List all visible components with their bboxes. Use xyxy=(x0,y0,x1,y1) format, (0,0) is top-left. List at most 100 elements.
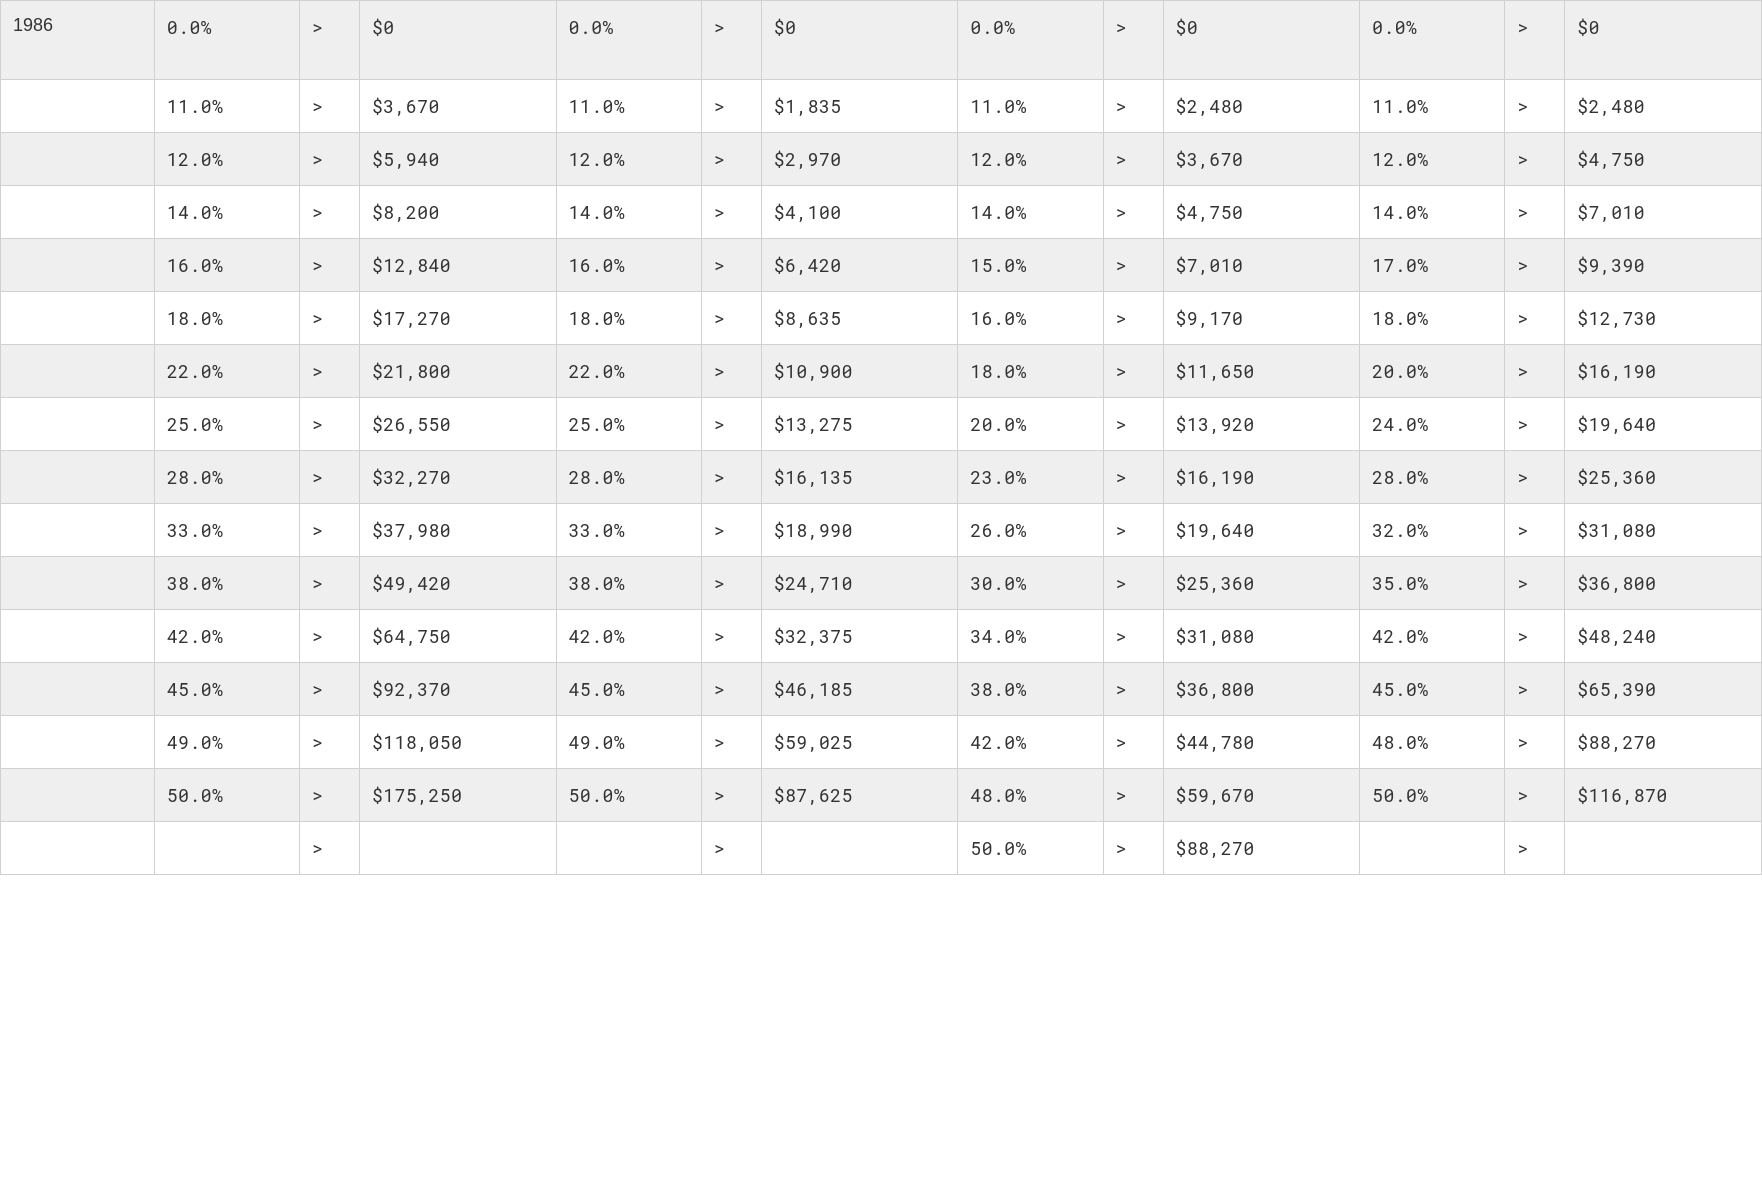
pct-cell: 38.0% xyxy=(556,557,701,610)
amount-cell: $3,670 xyxy=(1163,133,1360,186)
amount-cell: $31,080 xyxy=(1163,610,1360,663)
pct-cell: 33.0% xyxy=(154,504,299,557)
amount-cell: $9,390 xyxy=(1565,239,1762,292)
gt-cell: > xyxy=(701,822,761,875)
gt-cell: > xyxy=(300,716,360,769)
pct-cell: 20.0% xyxy=(958,398,1103,451)
gt-cell: > xyxy=(1505,133,1565,186)
gt-cell: > xyxy=(300,557,360,610)
pct-cell: 42.0% xyxy=(154,610,299,663)
amount-cell: $175,250 xyxy=(360,769,557,822)
gt-cell: > xyxy=(300,345,360,398)
year-cell xyxy=(1,610,155,663)
pct-cell: 23.0% xyxy=(958,451,1103,504)
amount-cell: $8,635 xyxy=(761,292,958,345)
amount-cell: $59,670 xyxy=(1163,769,1360,822)
gt-cell: > xyxy=(1103,663,1163,716)
year-cell xyxy=(1,80,155,133)
amount-cell: $10,900 xyxy=(761,345,958,398)
amount-cell: $24,710 xyxy=(761,557,958,610)
amount-cell: $32,270 xyxy=(360,451,557,504)
gt-cell: > xyxy=(1505,186,1565,239)
pct-cell: 48.0% xyxy=(958,769,1103,822)
amount-cell: $46,185 xyxy=(761,663,958,716)
table-row: 18.0%>$17,27018.0%>$8,63516.0%>$9,17018.… xyxy=(1,292,1762,345)
table-row: 49.0%>$118,05049.0%>$59,02542.0%>$44,780… xyxy=(1,716,1762,769)
pct-cell: 14.0% xyxy=(556,186,701,239)
table-row: 42.0%>$64,75042.0%>$32,37534.0%>$31,0804… xyxy=(1,610,1762,663)
gt-cell: > xyxy=(1103,769,1163,822)
gt-cell: > xyxy=(701,1,761,80)
table-body: 19860.0%>$00.0%>$00.0%>$00.0%>$011.0%>$3… xyxy=(1,1,1762,875)
pct-cell: 50.0% xyxy=(1360,769,1505,822)
pct-cell: 20.0% xyxy=(1360,345,1505,398)
year-cell xyxy=(1,769,155,822)
pct-cell: 38.0% xyxy=(154,557,299,610)
amount-cell: $11,650 xyxy=(1163,345,1360,398)
pct-cell: 15.0% xyxy=(958,239,1103,292)
gt-cell: > xyxy=(1505,663,1565,716)
pct-cell: 48.0% xyxy=(1360,716,1505,769)
amount-cell: $13,920 xyxy=(1163,398,1360,451)
amount-cell: $0 xyxy=(1163,1,1360,80)
pct-cell: 18.0% xyxy=(958,345,1103,398)
tax-bracket-table: 19860.0%>$00.0%>$00.0%>$00.0%>$011.0%>$3… xyxy=(0,0,1762,875)
gt-cell: > xyxy=(1505,769,1565,822)
amount-cell: $2,970 xyxy=(761,133,958,186)
amount-cell: $44,780 xyxy=(1163,716,1360,769)
amount-cell: $36,800 xyxy=(1163,663,1360,716)
gt-cell: > xyxy=(300,610,360,663)
gt-cell: > xyxy=(1103,80,1163,133)
amount-cell: $4,750 xyxy=(1565,133,1762,186)
pct-cell: 32.0% xyxy=(1360,504,1505,557)
amount-cell: $25,360 xyxy=(1163,557,1360,610)
gt-cell: > xyxy=(1505,822,1565,875)
pct-cell: 11.0% xyxy=(154,80,299,133)
gt-cell: > xyxy=(1103,716,1163,769)
amount-cell: $16,190 xyxy=(1565,345,1762,398)
gt-cell: > xyxy=(300,451,360,504)
year-cell xyxy=(1,292,155,345)
gt-cell: > xyxy=(701,80,761,133)
pct-cell: 16.0% xyxy=(154,239,299,292)
pct-cell: 33.0% xyxy=(556,504,701,557)
year-cell xyxy=(1,239,155,292)
table-row: 22.0%>$21,80022.0%>$10,90018.0%>$11,6502… xyxy=(1,345,1762,398)
gt-cell: > xyxy=(1505,610,1565,663)
gt-cell: > xyxy=(300,292,360,345)
year-cell xyxy=(1,716,155,769)
gt-cell: > xyxy=(300,822,360,875)
pct-cell: 11.0% xyxy=(1360,80,1505,133)
amount-cell xyxy=(360,822,557,875)
pct-cell: 50.0% xyxy=(154,769,299,822)
pct-cell: 14.0% xyxy=(1360,186,1505,239)
amount-cell: $88,270 xyxy=(1163,822,1360,875)
gt-cell: > xyxy=(1103,133,1163,186)
amount-cell: $64,750 xyxy=(360,610,557,663)
gt-cell: > xyxy=(1103,557,1163,610)
pct-cell: 34.0% xyxy=(958,610,1103,663)
amount-cell: $26,550 xyxy=(360,398,557,451)
pct-cell: 28.0% xyxy=(556,451,701,504)
pct-cell: 42.0% xyxy=(556,610,701,663)
pct-cell: 14.0% xyxy=(154,186,299,239)
gt-cell: > xyxy=(1103,239,1163,292)
pct-cell: 50.0% xyxy=(958,822,1103,875)
amount-cell: $16,190 xyxy=(1163,451,1360,504)
pct-cell: 11.0% xyxy=(958,80,1103,133)
table-row: 16.0%>$12,84016.0%>$6,42015.0%>$7,01017.… xyxy=(1,239,1762,292)
table-row: 25.0%>$26,55025.0%>$13,27520.0%>$13,9202… xyxy=(1,398,1762,451)
year-cell xyxy=(1,451,155,504)
gt-cell: > xyxy=(1103,398,1163,451)
amount-cell: $2,480 xyxy=(1163,80,1360,133)
amount-cell: $6,420 xyxy=(761,239,958,292)
amount-cell: $0 xyxy=(1565,1,1762,80)
amount-cell: $18,990 xyxy=(761,504,958,557)
amount-cell: $31,080 xyxy=(1565,504,1762,557)
pct-cell: 0.0% xyxy=(556,1,701,80)
gt-cell: > xyxy=(701,451,761,504)
gt-cell: > xyxy=(1505,1,1565,80)
amount-cell xyxy=(761,822,958,875)
pct-cell: 0.0% xyxy=(1360,1,1505,80)
table-row: 38.0%>$49,42038.0%>$24,71030.0%>$25,3603… xyxy=(1,557,1762,610)
